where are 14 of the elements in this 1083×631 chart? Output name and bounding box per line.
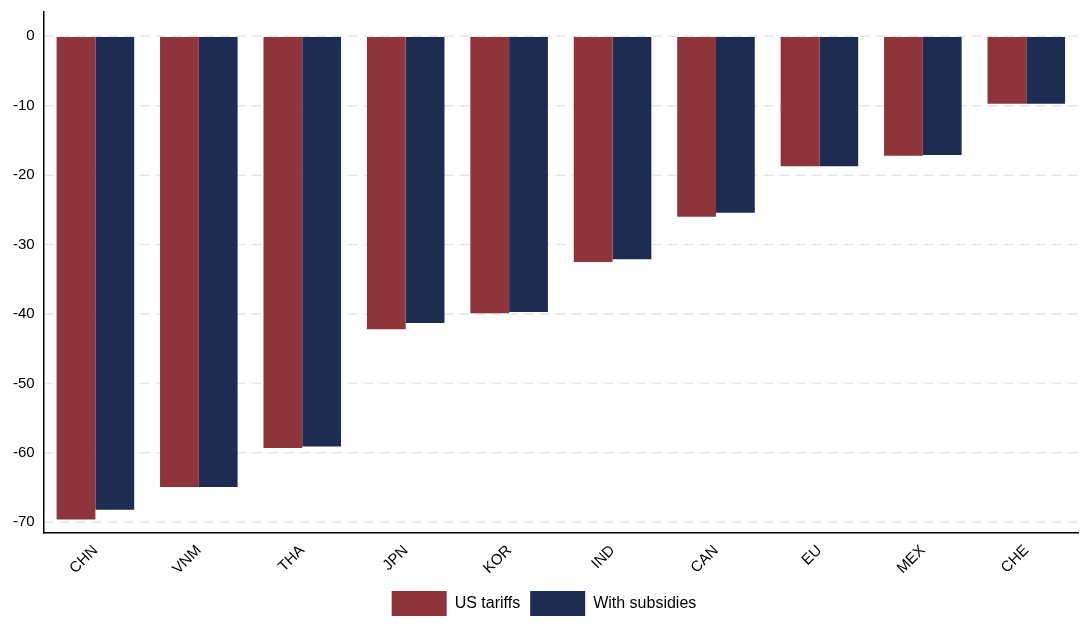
y-tick-label: -70 xyxy=(12,512,35,530)
y-tick-label: -50 xyxy=(12,373,35,391)
y-tick-label: -20 xyxy=(12,165,35,183)
x-tick-label: JPN xyxy=(378,541,411,574)
x-tick-label: IND xyxy=(587,540,618,572)
y-tick-label: -10 xyxy=(12,95,35,113)
y-tick-label: 0 xyxy=(26,26,35,44)
legend-label: US tariffs xyxy=(454,593,521,611)
y-tick-label: -40 xyxy=(12,304,35,322)
x-tick-label: EU xyxy=(797,541,825,568)
y-tick-label: -30 xyxy=(12,234,35,252)
y-tick-label: -60 xyxy=(12,443,35,460)
legend-label: With subsidies xyxy=(593,593,697,611)
x-tick-label: THA xyxy=(274,541,308,575)
